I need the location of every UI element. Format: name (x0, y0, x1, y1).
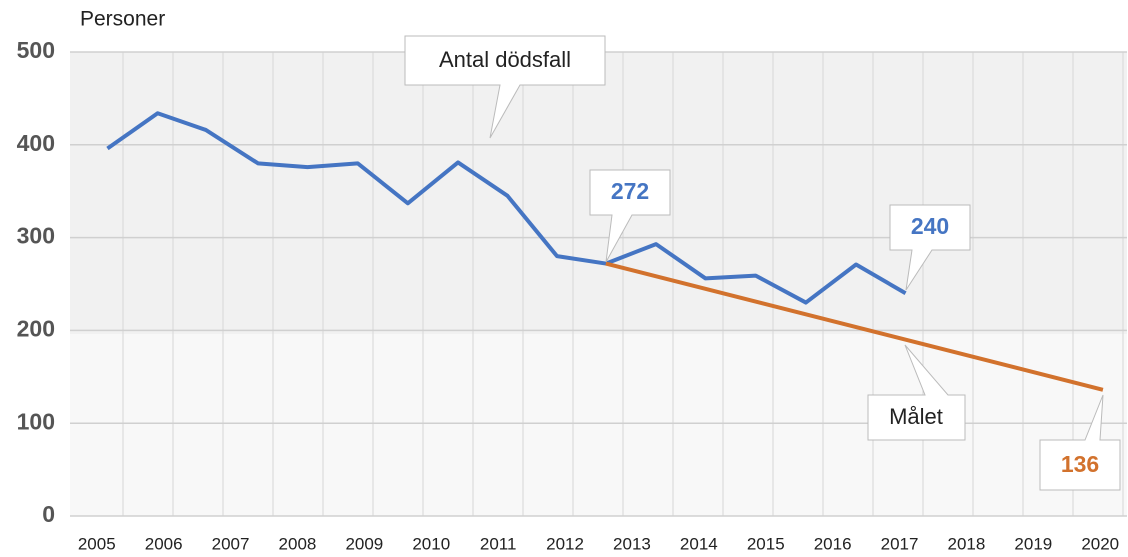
y-tick-label: 400 (17, 130, 55, 156)
y-tick-label: 0 (42, 501, 55, 527)
plot-area-lower (70, 334, 1127, 516)
data-label: 272 (611, 178, 649, 204)
x-tick-label: 2007 (212, 534, 250, 553)
callout-box (589, 169, 671, 263)
series-label: Antal dödsfall (439, 47, 571, 72)
data-label: 240 (911, 213, 949, 239)
x-tick-label: 2015 (747, 534, 785, 553)
y-axis-label: Personer (80, 8, 165, 31)
data-label: 136 (1061, 451, 1099, 477)
y-tick-label: 300 (17, 223, 55, 249)
x-tick-label: 2009 (345, 534, 383, 553)
x-tick-label: 2010 (412, 534, 450, 553)
x-tick-label: 2012 (546, 534, 584, 553)
callouts: Antal dödsfall 272 240 Målet 136 (404, 35, 1121, 491)
y-tick-label: 500 (17, 37, 55, 63)
x-tick-label: 2018 (948, 534, 986, 553)
plot (106, 111, 1104, 392)
callout-box (1039, 394, 1121, 491)
x-tick-label: 2005 (78, 534, 116, 553)
x-tick-label: 2008 (279, 534, 317, 553)
y-tick-label: 100 (17, 408, 55, 434)
x-tick-label: 2020 (1081, 534, 1119, 553)
x-tick-label: 2019 (1014, 534, 1052, 553)
series-line (605, 261, 1104, 392)
callout-box (867, 344, 966, 441)
x-tick-label: 2011 (480, 534, 517, 553)
callout-box (889, 204, 971, 291)
y-tick-label: 200 (17, 315, 55, 341)
plot-background: 0 100 200 300 400 500 2005 2006 2007 2008 2009 2010… (17, 37, 1127, 553)
series-line (106, 111, 907, 305)
x-tick-label: 2017 (881, 534, 919, 553)
x-tick-label: 2006 (145, 534, 183, 553)
callout-box (404, 35, 606, 139)
series-label: Målet (889, 404, 943, 429)
x-tick-label: 2016 (814, 534, 852, 553)
x-tick-label: 2013 (613, 534, 651, 553)
x-tick-label: 2014 (680, 534, 718, 553)
